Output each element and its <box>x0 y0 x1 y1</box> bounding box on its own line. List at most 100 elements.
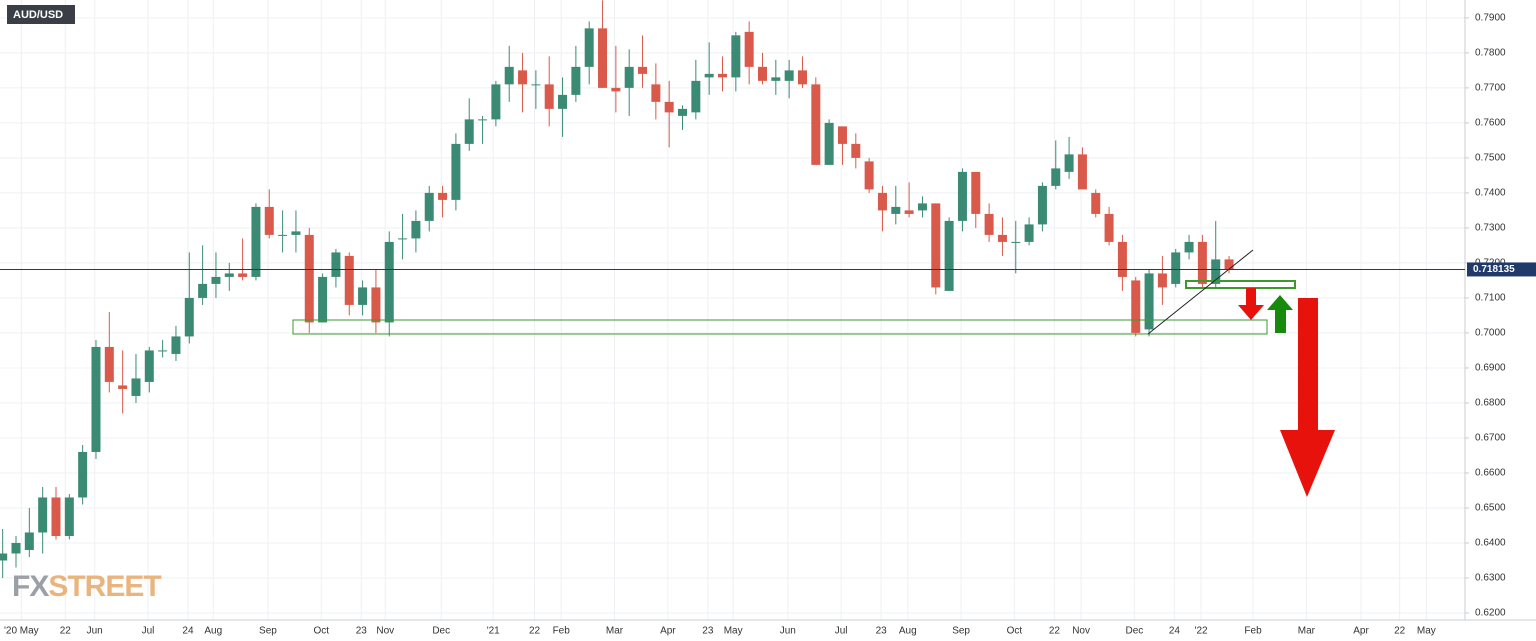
candle-body <box>131 378 141 396</box>
candle-body <box>1197 241 1207 284</box>
x-tick-label: Apr <box>1353 626 1369 637</box>
candle-body <box>1224 259 1234 270</box>
candle-body <box>678 108 688 116</box>
y-tick-label: 0.7400 <box>1475 188 1506 199</box>
candle-body <box>51 497 61 536</box>
axes: 0.6200 0.6300 0.6400 0.6500 0.6600 0.6700 0.68… <box>0 12 1536 637</box>
candle-body <box>704 73 714 78</box>
x-tick-label: Mar <box>1298 626 1316 637</box>
y-tick-label: 0.6500 <box>1475 503 1506 514</box>
x-tick-label: Dec <box>432 626 450 637</box>
candle-body <box>1077 154 1087 190</box>
x-tick-label: 23 <box>356 626 368 637</box>
x-tick-label: 24 <box>182 626 194 637</box>
candle-body <box>837 126 847 144</box>
candle-body <box>651 84 661 102</box>
candle-body <box>638 66 648 74</box>
x-tick-label: Jul <box>835 626 848 637</box>
candle-body <box>198 283 208 298</box>
y-tick-label: 0.7700 <box>1475 83 1506 94</box>
x-tick-label: Dec <box>1126 626 1144 637</box>
y-tick-label: 0.6300 <box>1475 573 1506 584</box>
candle-body <box>118 385 128 389</box>
candle-body <box>691 80 701 113</box>
candle-body <box>411 220 421 239</box>
title-box <box>7 5 75 24</box>
candle-body <box>558 94 568 109</box>
candle-body <box>238 273 248 277</box>
arrow-down-large <box>1280 298 1335 497</box>
candle-body <box>171 336 181 354</box>
candle-body <box>438 192 448 200</box>
candle-body <box>598 28 608 88</box>
candle-body <box>424 192 434 221</box>
candle-body <box>24 532 34 550</box>
candle-body <box>184 297 194 337</box>
y-tick-label: 0.7900 <box>1475 12 1506 23</box>
x-tick-label: Oct <box>1007 626 1023 637</box>
candle-body <box>944 220 954 291</box>
candle-body <box>1051 168 1061 186</box>
x-tick-label: Sep <box>259 626 277 637</box>
x-tick-label: Jul <box>142 626 155 637</box>
x-tick-label: Nov <box>376 626 394 637</box>
candle-body <box>304 234 314 323</box>
candle-body <box>811 84 821 165</box>
x-tick-label: 23 <box>876 626 888 637</box>
y-tick-label: 0.7100 <box>1475 293 1506 304</box>
x-tick-label: Jun <box>87 626 103 637</box>
candle-body <box>1171 252 1181 284</box>
candle-body <box>291 231 301 235</box>
trendline <box>1147 249 1254 335</box>
candle-body <box>504 66 514 85</box>
candle-body <box>1104 213 1114 242</box>
candle-body <box>864 161 874 190</box>
arrow-up <box>1267 295 1293 333</box>
candle-body <box>744 31 754 67</box>
x-tick-label: Oct <box>313 626 329 637</box>
candle-body <box>451 143 461 200</box>
candle-body <box>571 66 581 95</box>
x-tick-label: 23 <box>702 626 714 637</box>
x-tick-label: Sep <box>952 626 970 637</box>
candle-body <box>731 35 741 78</box>
watermark: FXSTREET <box>12 570 161 603</box>
candle-body <box>518 70 528 85</box>
candle-body <box>1131 280 1141 333</box>
candle-body <box>1011 241 1021 243</box>
candle-body <box>624 66 634 88</box>
candle-body <box>957 171 967 221</box>
x-tick-label: 24 <box>1169 626 1181 637</box>
candle-body <box>0 553 8 561</box>
candle-body <box>251 206 261 277</box>
candle-body <box>278 234 288 236</box>
candle-body <box>371 287 381 323</box>
x-tick-label: '21 <box>487 626 500 637</box>
x-tick-label: Apr <box>660 626 676 637</box>
y-tick-label: 0.7300 <box>1475 223 1506 234</box>
x-tick-label: Jun <box>780 626 796 637</box>
candle-body <box>264 206 274 235</box>
y-tick-label: 0.6900 <box>1475 363 1506 374</box>
y-tick-label: 0.6600 <box>1475 468 1506 479</box>
x-tick-label: Mar <box>606 626 624 637</box>
candle-body <box>904 210 914 214</box>
candle-body <box>318 276 328 323</box>
x-tick-label: Feb <box>553 626 571 637</box>
candle-body <box>398 238 408 240</box>
watermark-fx: FX <box>12 570 49 603</box>
candle-body <box>384 241 394 323</box>
candle-body <box>1157 273 1167 288</box>
candle-body <box>358 287 368 305</box>
candle-body <box>917 203 927 211</box>
candle-body <box>38 497 48 533</box>
x-tick-label: May <box>1417 626 1436 637</box>
candle-body <box>1037 185 1047 225</box>
candle-body <box>104 346 114 382</box>
candle-body <box>64 497 74 536</box>
x-tick-label: 22 <box>60 626 72 637</box>
candle-body <box>664 101 674 113</box>
x-tick-label: May <box>724 626 743 637</box>
candle-body <box>491 84 501 120</box>
